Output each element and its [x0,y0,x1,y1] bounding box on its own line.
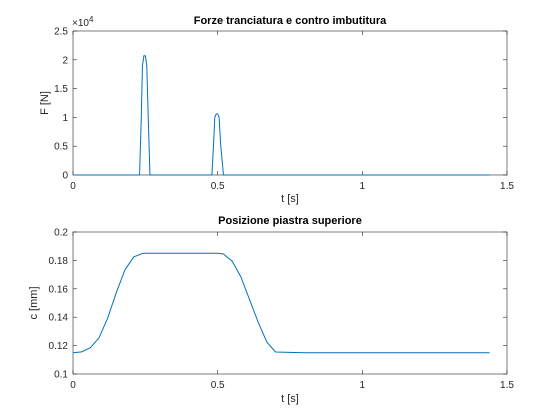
x-axis-label: t [s] [281,393,299,405]
y-tick-label: 0.1 [54,370,68,381]
y-tick-label: 1 [62,113,68,124]
x-axis-label: t [s] [281,193,299,205]
y-multiplier: ×104 [72,15,94,29]
x-tick-label: 0 [70,181,76,192]
x-tick-label: 0.5 [211,380,225,391]
y-ticks: 0.1 0.12 0.14 0.16 0.18 0.2 [49,228,507,381]
y-tick-label: 0.2 [54,228,68,239]
axes-frame [72,231,508,375]
y-tick-label: 0.16 [49,284,69,295]
x-tick-label: 1 [360,380,366,391]
x-ticks: 0 0.5 1 1.5 [70,232,514,391]
axes-frame [72,30,508,176]
y-axis-label: c [mm] [28,287,40,320]
x-tick-label: 1.5 [500,380,514,391]
plot-area [72,252,490,354]
y-multiplier-exponent: 4 [89,15,94,24]
x-tick-label: 1.5 [500,181,514,192]
y-axis-label: F [N] [39,91,51,115]
series-line [73,55,490,176]
x-ticks: 0 0.5 1 1.5 [70,31,514,192]
plot-area [73,55,490,176]
y-multiplier-base: ×10 [72,18,89,29]
subplot-forces: Forze tranciatura e contro imbutitura t … [39,15,514,205]
y-tick-label: 0.12 [49,341,69,352]
y-tick-label: 0.5 [54,142,68,153]
y-tick-label: 1.5 [54,84,68,95]
x-tick-label: 0 [70,380,76,391]
subplot-position: Posizione piastra superiore t [s] c [mm]… [28,215,514,405]
y-tick-label: 0.14 [49,313,69,324]
y-tick-label: 0.18 [49,256,69,267]
x-tick-label: 1 [360,181,366,192]
x-tick-label: 0.5 [211,181,225,192]
chart-title: Forze tranciatura e contro imbutitura [194,15,387,27]
y-tick-label: 2 [62,55,68,66]
series-line [72,252,490,354]
y-tick-label: 0 [62,171,68,182]
chart-title: Posizione piastra superiore [218,215,362,227]
y-tick-label: 2.5 [54,27,68,38]
